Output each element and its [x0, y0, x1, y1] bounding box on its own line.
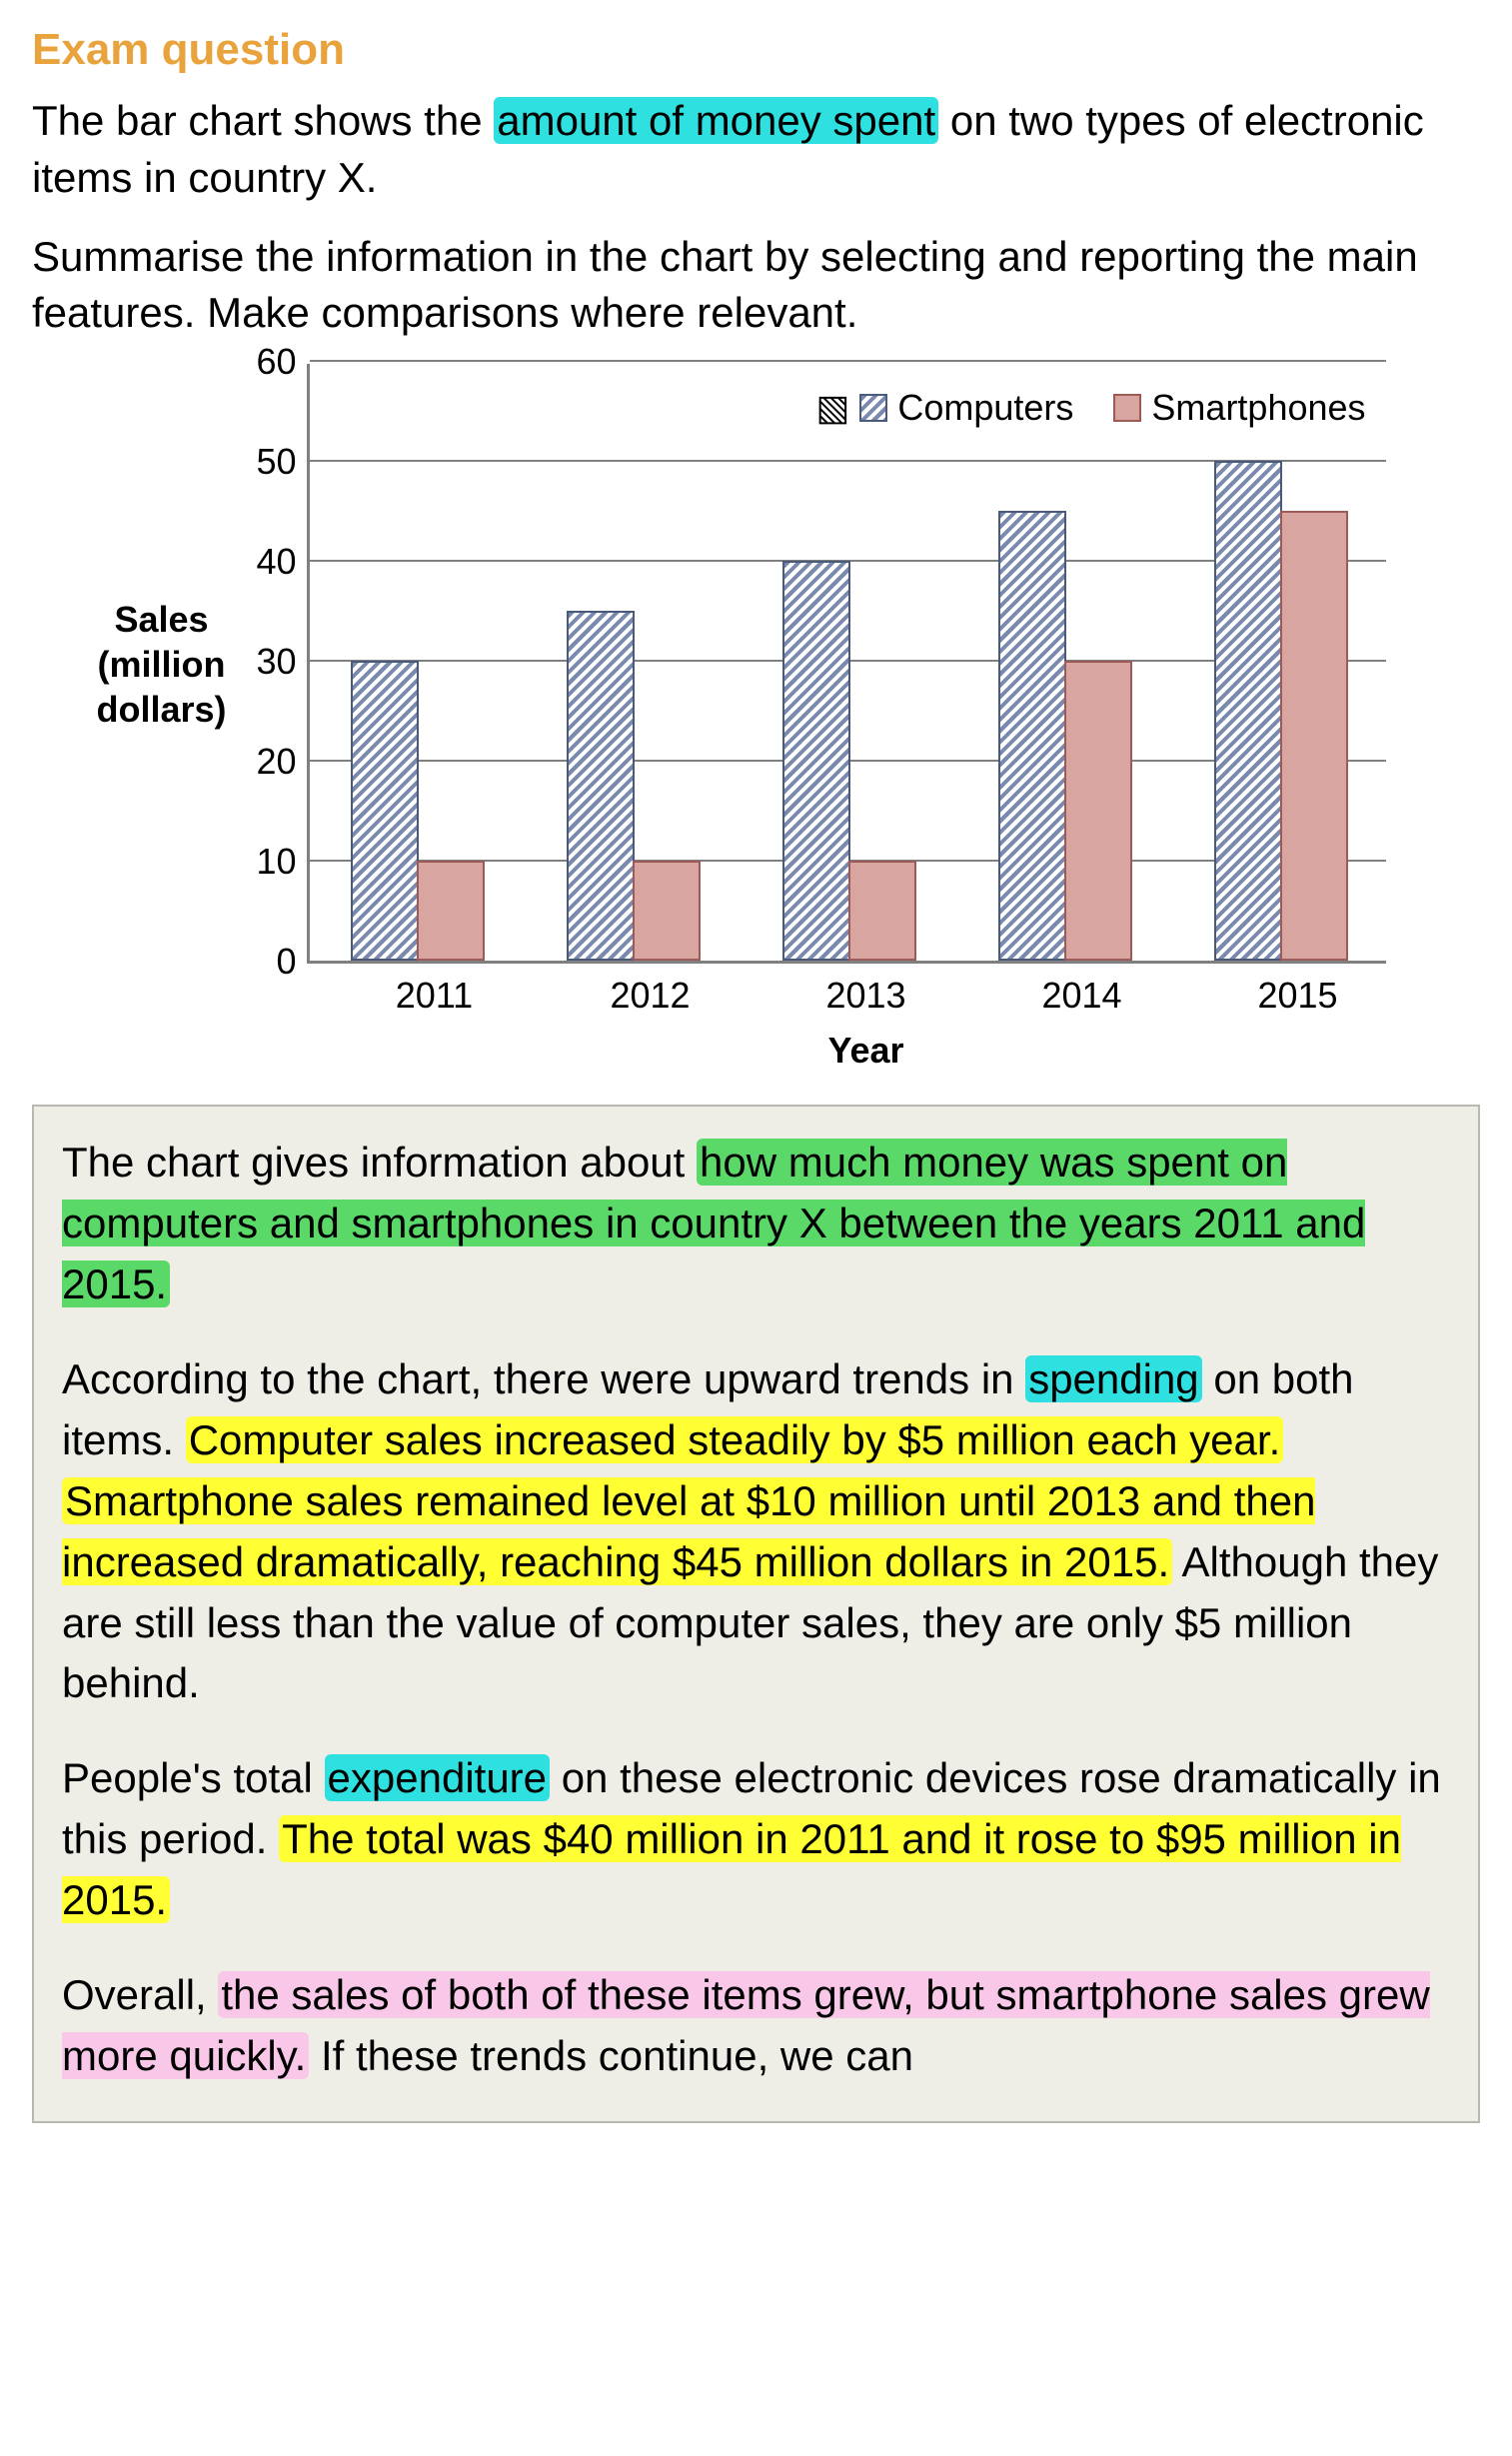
answer-text: If these trends continue, we can [309, 2032, 913, 2079]
answer-highlight-yellow: Smartphone sales remained level at $10 m… [62, 1477, 1315, 1585]
legend-label: Smartphones [1151, 384, 1365, 433]
legend-swatch-smartphones [1113, 394, 1141, 422]
bar-smartphones [1280, 511, 1348, 961]
prompt-highlight: amount of money spent [494, 97, 938, 144]
answer-highlight-cyan: expenditure [325, 1754, 551, 1801]
answer-text: People's total [62, 1754, 325, 1801]
bar-group [351, 661, 485, 961]
legend-swatch-computers [859, 394, 887, 422]
chart-legend: ▧ Computers Smartphones [815, 384, 1365, 433]
sample-answer-box: The chart gives information about how mu… [32, 1105, 1480, 2122]
bar-smartphones [1064, 661, 1132, 961]
bar-group [782, 561, 916, 961]
plot-area: ▧ Computers Smartphones [307, 364, 1386, 964]
bar-computers [998, 511, 1066, 961]
x-tick-label: 2012 [543, 972, 758, 1021]
answer-paragraph-3: People's total expenditure on these elec… [62, 1748, 1450, 1931]
x-axis-title: Year [327, 1027, 1406, 1076]
bar-computers [1214, 461, 1282, 961]
answer-paragraph-1: The chart gives information about how mu… [62, 1133, 1450, 1315]
section-heading: Exam question [32, 20, 1480, 79]
bar-group [567, 611, 701, 961]
answer-text: According to the chart, there were upwar… [62, 1355, 1025, 1402]
bar-chart: Sales (million dollars) 6050403020100 ▧ … [67, 364, 1446, 1075]
legend-item-smartphones: Smartphones [1113, 384, 1365, 433]
grid-line [310, 360, 1386, 362]
x-tick-label: 2011 [327, 972, 543, 1021]
bar-group [998, 511, 1132, 961]
legend-label: Computers [897, 384, 1073, 433]
answer-text: The chart gives information about [62, 1139, 697, 1186]
bar-smartphones [848, 861, 916, 961]
y-axis-label-line: dollars) [96, 689, 226, 730]
answer-paragraph-2: According to the chart, there were upwar… [62, 1349, 1450, 1714]
answer-highlight-yellow: Computer sales increased steadily by $5 … [186, 1416, 1284, 1463]
y-axis-ticks: 6050403020100 [257, 364, 307, 964]
bar-computers [782, 561, 850, 961]
legend-marker-icon: ▧ [815, 384, 849, 433]
x-tick-label: 2015 [1190, 972, 1406, 1021]
bar-computers [351, 661, 419, 961]
y-axis-label-line: Sales [114, 599, 208, 640]
legend-item-computers: ▧ Computers [815, 384, 1073, 433]
bar-computers [567, 611, 635, 961]
answer-text: Overall, [62, 1971, 218, 2018]
bar-group [1214, 461, 1348, 961]
x-tick-label: 2014 [974, 972, 1190, 1021]
x-axis-ticks: 20112012201320142015 [327, 964, 1406, 1021]
answer-paragraph-4: Overall, the sales of both of these item… [62, 1965, 1450, 2087]
bar-smartphones [417, 861, 485, 961]
bar-smartphones [633, 861, 701, 961]
y-axis-label-line: (million [98, 644, 226, 685]
prompt-paragraph-2: Summarise the information in the chart b… [32, 229, 1480, 342]
prompt-paragraph-1: The bar chart shows the amount of money … [32, 93, 1480, 206]
answer-highlight-cyan: spending [1025, 1355, 1201, 1402]
x-tick-label: 2013 [758, 972, 974, 1021]
prompt-text: The bar chart shows the [32, 97, 494, 144]
y-axis-title: Sales (million dollars) [67, 597, 257, 732]
